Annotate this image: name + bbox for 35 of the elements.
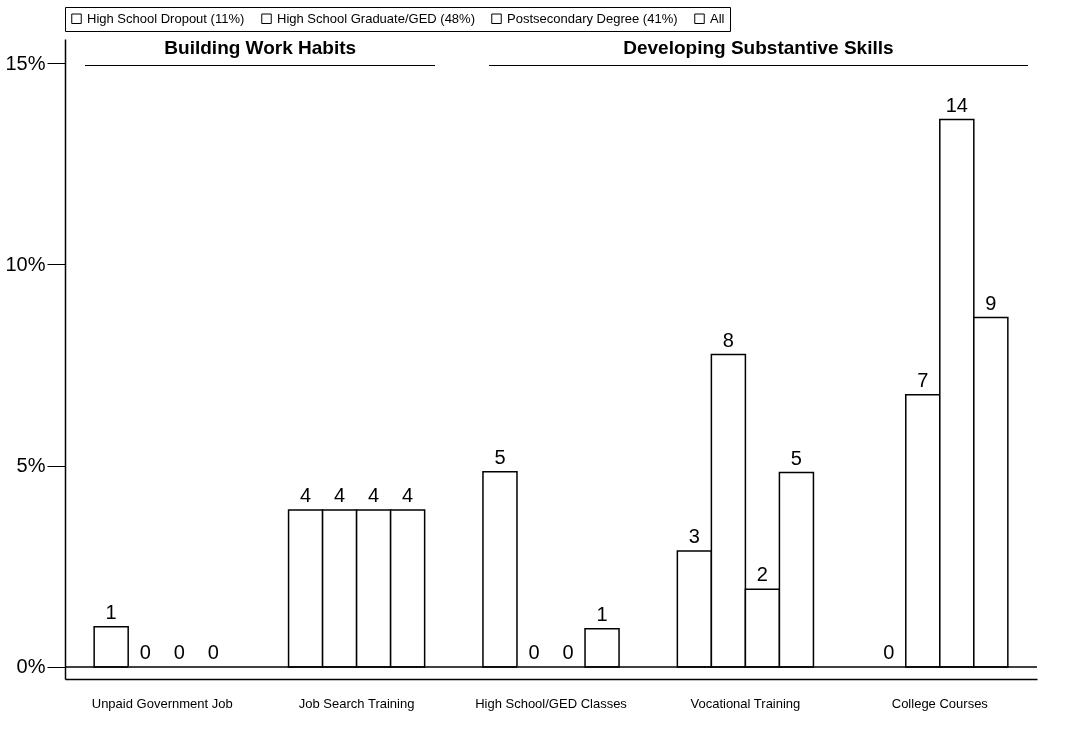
data-label: 5 — [790, 446, 802, 469]
legend-label: High School Graduate/GED (48%) — [277, 10, 475, 26]
data-label: 14 — [945, 93, 968, 116]
x-tick-label: Job Search Training — [298, 695, 415, 711]
data-label: 0 — [139, 640, 151, 663]
legend-label: High School Dropout (11%) — [87, 10, 245, 26]
data-label: 8 — [722, 328, 734, 351]
legend-label: Postsecondary Degree (41%) — [507, 10, 678, 26]
x-tick-label: Unpaid Government Job — [91, 695, 233, 711]
data-label: 4 — [300, 483, 312, 506]
data-label: 0 — [207, 640, 219, 663]
data-label: 7 — [917, 368, 929, 391]
data-label: 2 — [756, 563, 768, 586]
x-tick-label: High School/GED Classes — [475, 695, 628, 711]
y-tick-label: 15% — [5, 51, 46, 74]
data-label: 0 — [562, 640, 574, 663]
data-label: 3 — [688, 525, 700, 547]
y-tick-label: 10% — [5, 252, 46, 275]
data-label: 4 — [402, 483, 414, 506]
annotation: Building Work Habits — [85, 37, 436, 66]
data-label: 4 — [368, 483, 380, 506]
data-label: 0 — [883, 640, 895, 663]
x-tick-label: College Courses — [891, 695, 989, 711]
data-label: 0 — [173, 640, 185, 663]
y-tick-label: 5% — [16, 454, 46, 477]
data-label: 1 — [596, 602, 608, 625]
y-tick-label: 0% — [16, 655, 46, 678]
data-label: 5 — [494, 445, 506, 468]
data-label: 4 — [334, 483, 346, 506]
data-label: 1 — [105, 600, 117, 623]
data-label: 0 — [528, 640, 540, 663]
data-label: 9 — [985, 291, 997, 314]
legend-label: All — [710, 10, 725, 26]
x-tick-label: Vocational Training — [690, 695, 801, 711]
annotation: Developing Substantive Skills — [488, 37, 1029, 66]
